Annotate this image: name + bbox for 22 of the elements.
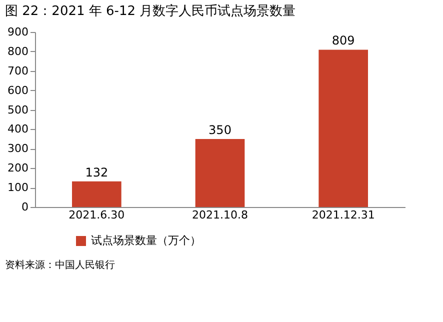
y-tick-label: 0: [22, 200, 28, 214]
chart-title: 图 22：2021 年 6-12 月数字人民币试点场景数量: [5, 3, 296, 19]
data-label: 132: [85, 165, 108, 180]
y-tick-label: 800: [8, 44, 28, 58]
y-tick-label: 600: [8, 84, 28, 97]
bar: [195, 138, 245, 207]
bar: [318, 50, 368, 207]
y-tick-label: 400: [8, 122, 28, 136]
x-tick-label: 2021.6.30: [68, 208, 125, 222]
legend-label: 试点场景数量（万个）: [91, 234, 201, 247]
x-tick-label: 2021.12.31: [312, 208, 375, 222]
text: 资料来源：中国人民银行: [5, 259, 115, 271]
bar: [72, 181, 122, 207]
y-tick-label: 200: [8, 162, 28, 175]
y-tick-label: 700: [8, 64, 28, 78]
data-label: 809: [332, 34, 355, 48]
x-tick-label: 2021.10.8: [192, 208, 248, 222]
y-tick-label: 300: [8, 142, 28, 156]
y-tick-label: 500: [8, 103, 28, 116]
data-label: 350: [208, 122, 232, 137]
y-tick-label: 100: [8, 181, 28, 194]
y-tick-label: 900: [8, 26, 28, 38]
